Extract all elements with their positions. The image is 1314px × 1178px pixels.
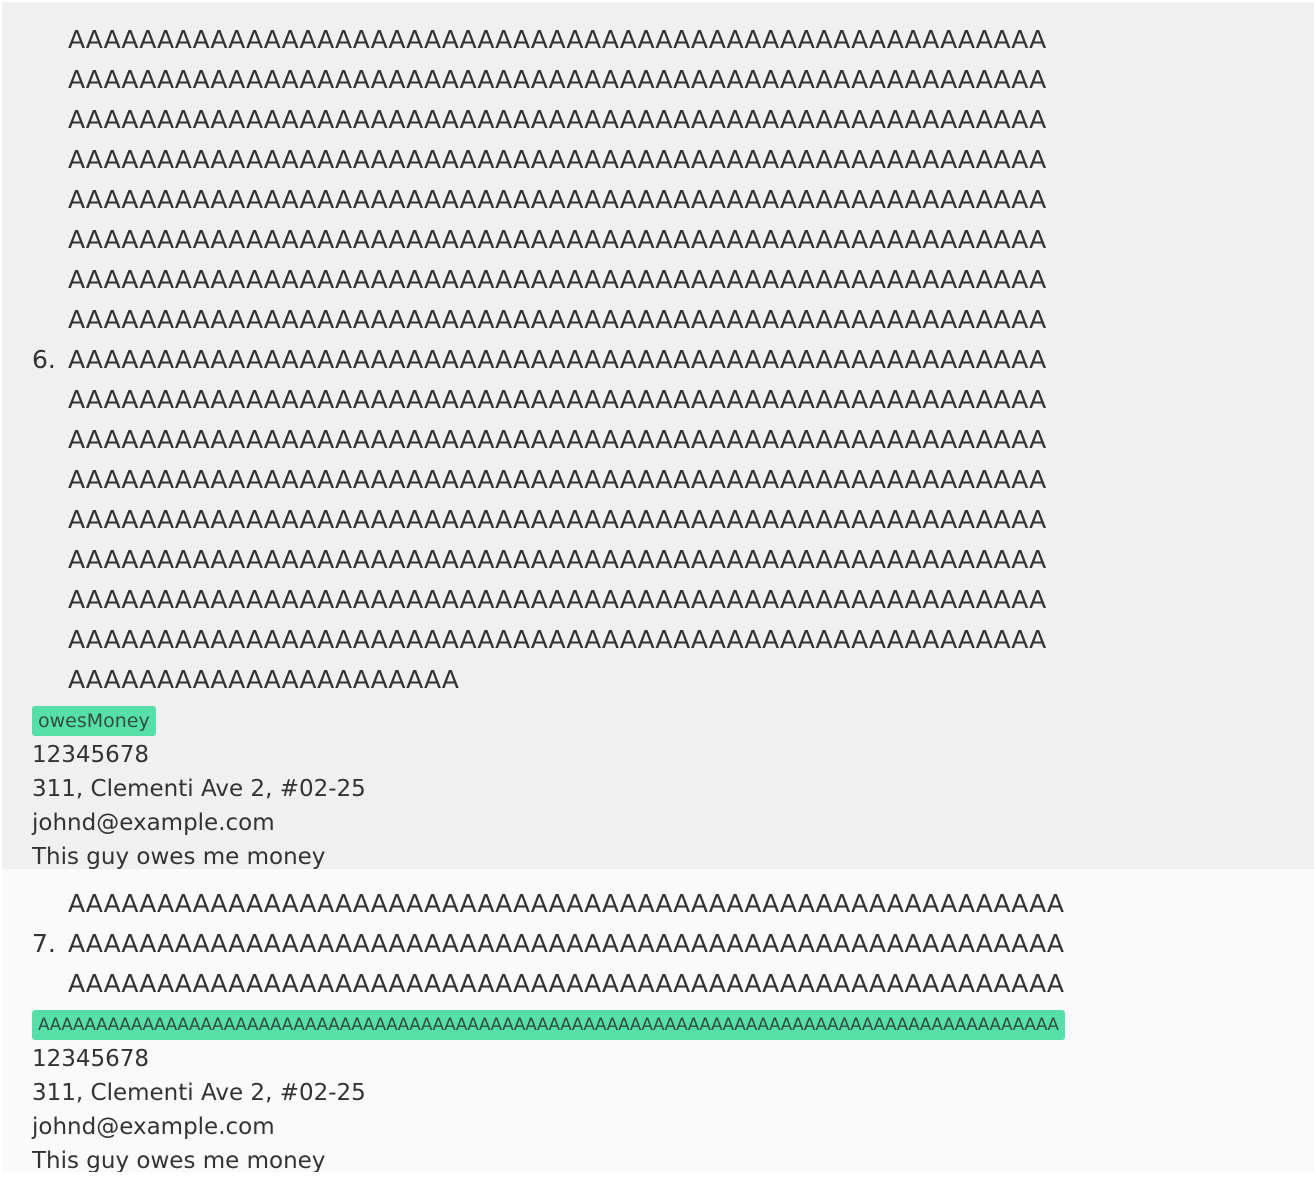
- person-index: 6.: [32, 345, 56, 374]
- person-name-line: AAAAAAAAAAAAAAAAAAAAAAAAAAAAAAAAAAAAAAAA…: [68, 225, 1047, 254]
- person-remark: This guy owes me money: [32, 844, 326, 869]
- person-name-line: AAAAAAAAAAAAAAAAAAAAAAAAAAAAAAAAAAAAAAAA…: [68, 105, 1047, 134]
- tag-badge: owesMoney: [32, 706, 156, 736]
- person-name-line: AAAAAAAAAAAAAAAAAAAAAAAAAAAAAAAAAAAAAAAA…: [68, 969, 1064, 998]
- tag-badge: AAAAAAAAAAAAAAAAAAAAAAAAAAAAAAAAAAAAAAAA…: [32, 1010, 1065, 1040]
- person-name-line: AAAAAAAAAAAAAAAAAAAAAAAAAAAAAAAAAAAAAAAA…: [68, 65, 1047, 94]
- person-address: 311, Clementi Ave 2, #02-25: [32, 1080, 366, 1106]
- person-name-line: AAAAAAAAAAAAAAAAAAAAAAAAAAAAAAAAAAAAAAAA…: [68, 25, 1047, 54]
- person-name-line: AAAAAAAAAAAAAAAAAAAAAAAAAAAAAAAAAAAAAAAA…: [68, 265, 1047, 294]
- person-name-line: AAAAAAAAAAAAAAAAAAAAAAAAAAAAAAAAAAAAAAAA…: [68, 545, 1047, 574]
- person-name-line: AAAAAAAAAAAAAAAAAAAAAAAAAAAAAAAAAAAAAAAA…: [68, 305, 1047, 334]
- person-address: 311, Clementi Ave 2, #02-25: [32, 776, 366, 802]
- person-name-line: AAAAAAAAAAAAAAAAAAAAAAAAAAAAAAAAAAAAAAAA…: [68, 889, 1064, 918]
- person-name-line: AAAAAAAAAAAAAAAAAAAAAAAAAAAAAAAAAAAAAAAA…: [68, 585, 1047, 614]
- person-name-row: 7. AAAAAAAAAAAAAAAAAAAAAAAAAAAAAAAAAAAAA…: [2, 884, 1314, 1004]
- person-name-line: AAAAAAAAAAAAAAAAAAAAAAAAAAAAAAAAAAAAAAAA…: [68, 465, 1047, 494]
- person-name-line: AAAAAAAAAAAAAAAAAAAAAAAAAAAAAAAAAAAAAAAA…: [68, 145, 1047, 174]
- person-index: 7.: [32, 929, 56, 958]
- person-phone: 12345678: [32, 1046, 150, 1072]
- person-name: AAAAAAAAAAAAAAAAAAAAAAAAAAAAAAAAAAAAAAAA…: [68, 20, 1046, 700]
- person-remark: This guy owes me money: [32, 1148, 326, 1172]
- person-name-line: AAAAAAAAAAAAAAAAAAAAAAAAAAAAAAAAAAAAAAAA…: [68, 345, 1047, 374]
- person-name-line: AAAAAAAAAAAAAAAAAAAAAAAAAAAAAAAAAAAAAAAA…: [68, 185, 1047, 214]
- person-name-row: 6. AAAAAAAAAAAAAAAAAAAAAAAAAAAAAAAAAAAAA…: [2, 20, 1314, 700]
- person-name-line: AAAAAAAAAAAAAAAAAAAAAAAAAAAAAAAAAAAAAAAA…: [68, 385, 1047, 414]
- person-email: johnd@example.com: [32, 810, 275, 836]
- tag-list: AAAAAAAAAAAAAAAAAAAAAAAAAAAAAAAAAAAAAAAA…: [32, 1010, 1314, 1040]
- tag-list: owesMoney: [32, 706, 1314, 736]
- person-name-line: AAAAAAAAAAAAAAAAAAAAAAAAAAAAAAAAAAAAAAAA…: [68, 425, 1047, 454]
- person-card-6[interactable]: 6. AAAAAAAAAAAAAAAAAAAAAAAAAAAAAAAAAAAAA…: [2, 2, 1314, 869]
- person-name-line: AAAAAAAAAAAAAAAAAAAAAAAAAAAAAAAAAAAAAAAA…: [68, 505, 1047, 534]
- person-name-line: AAAAAAAAAAAAAAAAAAAAAAAAAAAAAAAAAAAAAAAA…: [68, 929, 1064, 958]
- person-name-line: AAAAAAAAAAAAAAAAAAAAAAAAAAAAAAAAAAAAAAAA…: [68, 625, 1047, 654]
- person-email: johnd@example.com: [32, 1114, 275, 1140]
- person-name: AAAAAAAAAAAAAAAAAAAAAAAAAAAAAAAAAAAAAAAA…: [68, 884, 1064, 1004]
- person-phone: 12345678: [32, 742, 150, 768]
- person-card-7[interactable]: 7. AAAAAAAAAAAAAAAAAAAAAAAAAAAAAAAAAAAAA…: [2, 869, 1314, 1172]
- person-name-line: AAAAAAAAAAAAAAAAAAAAAA: [68, 665, 459, 694]
